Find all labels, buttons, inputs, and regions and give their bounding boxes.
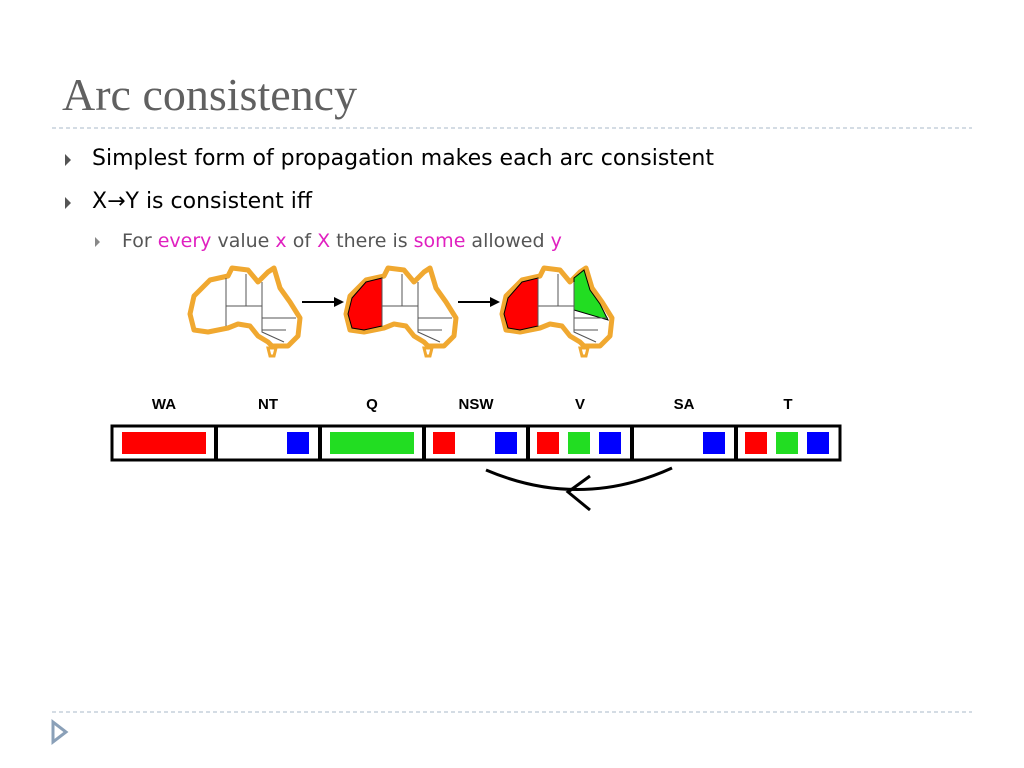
text: Simplest form of propagation makes each … — [92, 146, 715, 171]
variable-name: NT — [258, 396, 278, 413]
variable-name: T — [783, 396, 792, 413]
region-wa — [503, 277, 539, 331]
tasmania — [422, 346, 434, 358]
domain-value — [807, 432, 829, 454]
domain-value — [599, 432, 621, 454]
domain-value — [537, 432, 559, 454]
variable-name: Q — [366, 396, 378, 413]
sub-bullet: For every value x of X there is some all… — [122, 230, 562, 252]
text: Y is consistent iff — [125, 189, 313, 214]
bullet-text: Simplest form of propagation makes each … — [92, 146, 714, 171]
tasmania — [578, 346, 590, 358]
variable-name: NSW — [459, 396, 495, 413]
arc-curve — [485, 466, 673, 491]
slide-title: Arc consistency — [62, 69, 358, 120]
highlight: X — [317, 230, 331, 252]
domain-value — [776, 432, 798, 454]
australia-map — [343, 265, 459, 358]
highlight: some — [413, 230, 466, 252]
arc-arrowhead — [565, 474, 591, 512]
assigned-value — [330, 432, 414, 454]
domain-value — [433, 432, 455, 454]
tasmania — [266, 346, 278, 358]
domain-row — [110, 424, 842, 462]
map-borders — [225, 274, 296, 343]
highlight: every — [157, 230, 212, 252]
bullet-marker — [95, 237, 100, 247]
map-arrowhead — [490, 297, 500, 307]
variable-name: V — [575, 396, 585, 413]
assigned-value — [122, 432, 206, 454]
text: For — [122, 230, 158, 252]
domain-value — [287, 432, 309, 454]
bullet-text: X→Y is consistent iff — [92, 189, 312, 214]
variable-name: SA — [674, 396, 695, 413]
highlight: y — [550, 230, 562, 252]
domain-value — [703, 432, 725, 454]
domains: WA NT Q NSW V SA T — [110, 396, 842, 462]
bullet-marker — [65, 197, 71, 209]
nav-icon — [51, 718, 69, 746]
text: there is — [330, 230, 414, 252]
australia-map — [499, 265, 615, 358]
text: X — [92, 189, 108, 214]
text: allowed — [465, 230, 551, 252]
map-outline — [187, 265, 303, 349]
domain-value — [568, 432, 590, 454]
arrow-glyph: → — [107, 189, 126, 214]
bullet-marker — [65, 154, 71, 166]
text: of — [286, 230, 318, 252]
map-borders — [381, 274, 452, 343]
variable-name: WA — [152, 396, 176, 413]
maps — [187, 265, 615, 358]
australia-map — [187, 265, 303, 358]
map-arrowhead — [334, 297, 344, 307]
text: value — [211, 230, 276, 252]
region-wa — [347, 277, 383, 331]
domain-value — [495, 432, 517, 454]
map-borders — [537, 274, 608, 343]
domain-value — [745, 432, 767, 454]
highlight: x — [275, 230, 287, 252]
